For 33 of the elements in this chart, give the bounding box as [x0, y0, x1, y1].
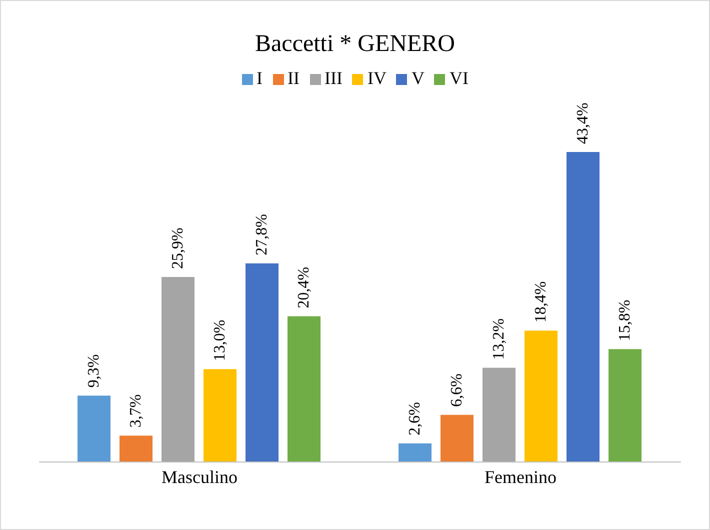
chart-title: Baccetti * GENERO	[254, 31, 456, 58]
legend-label: IV	[367, 68, 386, 88]
bar	[608, 349, 642, 462]
data-label: 25,9%	[170, 228, 187, 269]
bar	[440, 414, 474, 462]
legend-label: V	[411, 68, 424, 88]
data-label: 13,2%	[490, 318, 508, 360]
legend-label: I	[256, 68, 262, 88]
data-label: 9,3%	[86, 354, 103, 388]
legend-label: II	[288, 68, 300, 88]
bar	[120, 436, 153, 462]
data-label: 2,6%	[406, 402, 424, 436]
bar	[524, 330, 558, 462]
bar	[482, 368, 516, 462]
x-tick-label: Masculino	[162, 466, 238, 487]
data-label: 18,4%	[532, 281, 550, 323]
bar	[566, 152, 600, 462]
data-label: 27,8%	[254, 214, 271, 256]
legend-label: III	[324, 68, 342, 88]
bar	[288, 316, 321, 462]
data-label: 15,8%	[616, 300, 634, 342]
bar	[162, 277, 195, 462]
data-label: 13,0%	[212, 320, 229, 362]
bar	[78, 396, 111, 462]
legend-label: VI	[449, 68, 468, 88]
bar	[204, 369, 237, 462]
data-label: 3,7%	[128, 394, 145, 428]
data-label: 20,4%	[296, 266, 313, 308]
x-tick-label: Femenino	[484, 466, 556, 487]
data-label: 6,6%	[448, 374, 466, 407]
data-label: 43,4%	[574, 102, 592, 144]
bar	[246, 263, 279, 462]
bar	[398, 443, 432, 462]
